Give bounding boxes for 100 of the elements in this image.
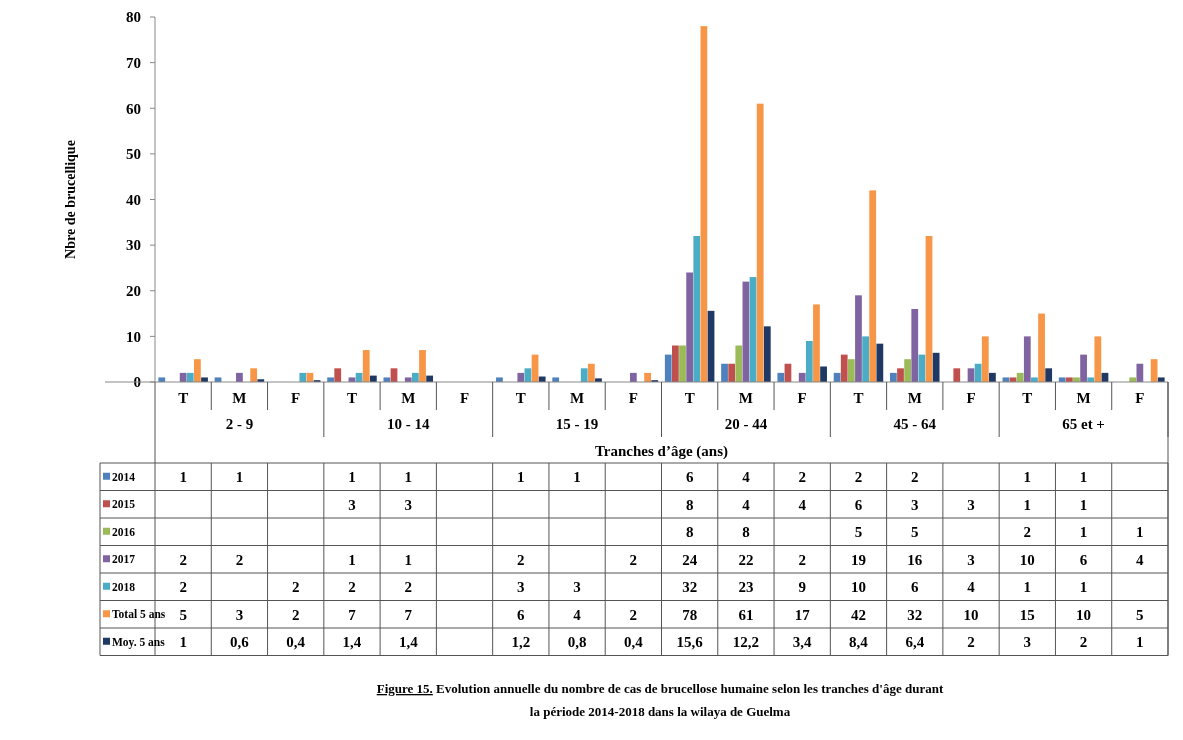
data-label: 8	[742, 524, 750, 540]
data-label: 4	[742, 496, 751, 513]
data-label: 3	[404, 496, 412, 513]
data-label: 2	[629, 606, 638, 623]
data-label: 7	[348, 606, 357, 623]
data-label: 3	[235, 606, 244, 623]
text: 65 et +	[1062, 416, 1105, 433]
data-label: 2	[404, 579, 412, 595]
data-label: 3	[1023, 634, 1032, 650]
text: 2 - 9	[225, 416, 254, 433]
data-label: 6	[517, 606, 526, 623]
y-tick-label: 80	[126, 9, 141, 26]
text: 15 - 19	[555, 416, 599, 433]
x-tick-label: T	[853, 390, 864, 407]
x-axis-title: Tranches d’âge (ans)	[594, 443, 729, 461]
data-label: 2	[911, 469, 919, 485]
x-tick-label: T	[515, 390, 526, 407]
data-label: 32	[907, 606, 923, 623]
data-label: 2	[629, 551, 638, 568]
data-label: 3	[967, 551, 975, 568]
data-label: 6	[685, 469, 694, 485]
data-label: 0,4	[623, 634, 644, 650]
legend-label: Total 5 ans	[112, 608, 166, 621]
data-label: 78	[682, 606, 698, 623]
y-tick-label: 70	[126, 54, 141, 71]
x-tick-label: T	[178, 390, 189, 407]
data-label: 1	[573, 469, 581, 485]
data-label: 10	[850, 579, 866, 595]
x-tick-label: F	[797, 390, 807, 407]
data-label: 1	[404, 469, 412, 485]
data-label: 2	[1079, 634, 1088, 650]
data-label: 0,8	[567, 634, 587, 650]
data-label: 3	[573, 579, 581, 595]
y-tick-label: 50	[126, 146, 141, 163]
data-label: 15	[1019, 606, 1035, 623]
data-label: 1	[404, 551, 412, 568]
data-label: 9	[798, 579, 806, 595]
y-tick-label: 30	[126, 237, 141, 254]
data-label: 3	[517, 579, 525, 595]
data-label: 2	[798, 469, 806, 485]
data-label: 1	[235, 469, 244, 485]
y-tick-label: 10	[126, 328, 141, 345]
data-label: 4	[742, 469, 751, 485]
x-tick-label: F	[1135, 390, 1145, 407]
data-label: 5	[911, 524, 919, 540]
data-label: 1	[348, 551, 356, 568]
x-tick-label: M	[1076, 390, 1091, 407]
x-tick-label: M	[570, 390, 585, 407]
data-label: 1	[179, 469, 187, 485]
x-tick-label: M	[738, 390, 753, 407]
x-tick-label: M	[401, 390, 416, 407]
y-tick-label: 60	[126, 100, 141, 117]
data-label: 3	[348, 496, 356, 513]
text: 10 - 14	[387, 416, 430, 433]
data-label: 2	[798, 551, 806, 568]
data-label: 10	[1076, 606, 1092, 623]
data-label: 6	[911, 579, 919, 595]
y-tick-label: 20	[126, 283, 141, 299]
x-tick-label: T	[684, 390, 695, 407]
data-label: 8	[685, 524, 694, 540]
data-label: 2	[1023, 524, 1032, 540]
data-label: 4	[1136, 551, 1145, 568]
data-label: 10	[1019, 551, 1035, 568]
data-label: 1	[1023, 469, 1032, 485]
data-label: 1,4	[342, 634, 362, 650]
x-tick-label: F	[966, 390, 976, 407]
data-label: 0,6	[230, 634, 250, 650]
text: 20 - 44	[724, 416, 768, 433]
x-tick-label: M	[907, 390, 922, 407]
data-label: 1	[348, 469, 356, 485]
data-label: 3	[911, 496, 919, 513]
legend-label: 2015	[112, 498, 136, 511]
data-label: 17	[794, 606, 811, 623]
data-label: 6,4	[905, 634, 925, 650]
data-label: 4	[967, 579, 976, 595]
y-tick-label: 40	[126, 191, 141, 208]
data-label: 1	[1023, 496, 1032, 513]
data-label: 1,4	[398, 634, 419, 650]
data-label: 1,2	[511, 634, 531, 650]
x-tick-label: M	[232, 390, 247, 407]
data-label: 5	[854, 524, 863, 540]
data-label: 61	[738, 606, 754, 623]
data-label: 23	[738, 579, 754, 595]
data-label: 6	[1079, 551, 1088, 568]
data-label: 19	[850, 551, 866, 568]
y-tick-label: 0	[133, 374, 141, 391]
data-label: 10	[963, 606, 979, 623]
data-label: 1	[1079, 469, 1088, 485]
data-label: 5	[1136, 606, 1144, 623]
x-tick-label: T	[346, 390, 357, 407]
legend-label: 2017	[112, 553, 136, 566]
legend-label: Moy. 5 ans	[112, 635, 166, 649]
data-label: 1	[179, 634, 187, 650]
data-label: 42	[850, 606, 866, 623]
data-label: 2	[179, 579, 187, 595]
data-label: 2	[854, 469, 863, 485]
x-tick-label: T	[1022, 390, 1033, 407]
data-label: 2	[517, 551, 525, 568]
text: Figure 15. Evolution annuelle du nombre de cas de brucellose humaine selon les tranches d'âge durant la période 2014-2018 dans la wilaya de Guelma	[376, 681, 944, 719]
legend-label: 2018	[112, 580, 136, 593]
